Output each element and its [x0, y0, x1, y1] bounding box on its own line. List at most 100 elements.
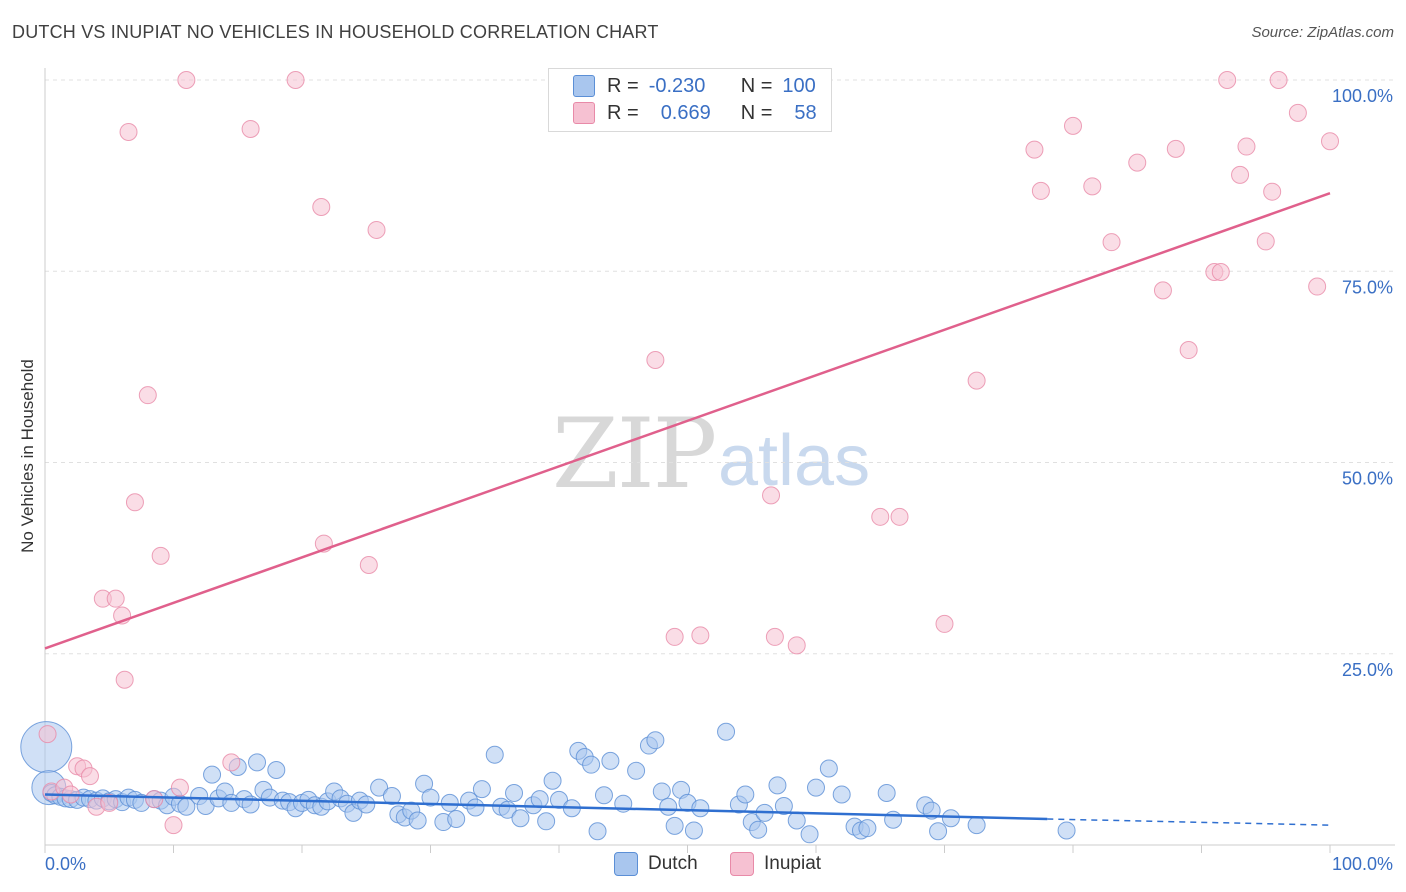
inupiat-point-48: [1211, 263, 1230, 282]
dutch-point-83: [627, 761, 646, 780]
dutch-point-114: [941, 809, 960, 828]
dutch-point-65: [485, 745, 504, 764]
dutch-point-116: [1057, 821, 1076, 840]
watermark-atlas: atlas: [718, 421, 871, 501]
dutch-point-105: [832, 785, 851, 804]
inupiat-point-16: [145, 790, 164, 809]
legend-item-dutch[interactable]: Dutch: [614, 852, 698, 876]
dutch-point-73: [543, 771, 562, 790]
inupiat-point-15: [138, 386, 157, 405]
dutch-point-102: [800, 825, 819, 844]
inupiat-point-13: [119, 123, 138, 142]
inupiat-point-34: [871, 507, 890, 526]
dutch-point-92: [691, 799, 710, 818]
dutch-point-115: [967, 816, 986, 835]
inupiat-point-51: [1237, 137, 1256, 156]
dutch-point-110: [884, 810, 903, 829]
inupiat-r-value: 0.669: [660, 101, 711, 124]
dutch-point-97: [749, 820, 768, 839]
dutch-point-74: [550, 790, 568, 809]
inupiat-point-9: [100, 793, 119, 812]
inupiat-point-44: [1153, 281, 1172, 300]
dutch-point-61: [447, 809, 466, 828]
inupiat-point-50: [1231, 165, 1250, 184]
inupiat-point-24: [312, 197, 331, 216]
inupiat-point-19: [170, 778, 189, 797]
dutch-point-58: [421, 788, 440, 807]
y-tick-label-50: 50.0%: [1342, 469, 1393, 489]
inupiat-point-54: [1269, 71, 1288, 89]
trend-lines: [44, 192, 1331, 826]
inupiat-point-17: [151, 546, 170, 565]
legend-row-dutch: R = -0.230 N = 100: [573, 73, 816, 99]
dutch-point-108: [858, 819, 877, 838]
dutch-point-81: [601, 751, 620, 770]
dutch-point-87: [659, 797, 678, 816]
x-tick-label-max: 100.0%: [1332, 854, 1393, 874]
inupiat-point-23: [286, 71, 305, 89]
dutch-point-51: [370, 778, 389, 797]
dutch-point-99: [768, 776, 787, 795]
dutch-point-88: [665, 816, 684, 835]
inupiat-trend-line: [44, 192, 1331, 650]
correlation-legend: R = -0.230 N = 100 R = 0.669 N = 58: [548, 68, 832, 132]
inupiat-point-20: [177, 71, 196, 89]
series-legend: Dutch Inupiat: [0, 852, 1406, 878]
inupiat-point-29: [665, 627, 684, 646]
dutch-r-label: R =: [607, 74, 639, 97]
legend-item-inupiat[interactable]: Inupiat: [730, 852, 821, 876]
dutch-point-36: [267, 761, 286, 780]
inupiat-n-label: N =: [740, 101, 773, 124]
dutch-point-101: [787, 811, 806, 830]
axes: [44, 68, 1395, 853]
inupiat-point-52: [1256, 232, 1275, 251]
inupiat-point-57: [1321, 132, 1339, 151]
inupiat-swatch: [573, 102, 595, 124]
inupiat-point-53: [1263, 182, 1282, 201]
inupiat-point-14: [125, 493, 144, 512]
inupiat-point-56: [1308, 277, 1327, 296]
dutch-point-86: [652, 782, 671, 801]
dutch-point-79: [588, 822, 607, 841]
dutch-point-93: [717, 722, 736, 741]
legend-row-inupiat: R = 0.669 N = 58: [573, 100, 817, 126]
inupiat-point-49: [1218, 71, 1237, 89]
inupiat-point-26: [359, 556, 378, 575]
inupiat-point-38: [1025, 140, 1044, 159]
inupiat-point-42: [1102, 233, 1121, 252]
inupiat-point-45: [1166, 139, 1185, 158]
inupiat-point-43: [1128, 153, 1147, 172]
y-tick-label-25: 25.0%: [1342, 660, 1393, 680]
inupiat-points: [38, 71, 1339, 835]
chart-title: DUTCH VS INUPIAT NO VEHICLES IN HOUSEHOL…: [12, 22, 659, 42]
y-tick-label-75: 75.0%: [1342, 277, 1393, 297]
dutch-trend-extension: [1047, 818, 1331, 826]
inupiat-point-37: [967, 371, 986, 390]
dutch-point-33: [248, 753, 267, 772]
dutch-point-78: [582, 755, 601, 774]
dutch-point-72: [537, 812, 556, 831]
dutch-point-95: [736, 785, 755, 804]
x-tick-label-min: 0.0%: [45, 854, 86, 874]
dutch-legend-label: Dutch: [648, 853, 698, 874]
dutch-point-50: [357, 795, 376, 814]
dutch-point-104: [819, 759, 838, 778]
inupiat-point-28: [646, 350, 665, 369]
dutch-legend-swatch: [614, 852, 638, 876]
inupiat-legend-label: Inupiat: [764, 853, 822, 874]
inupiat-r-label: R =: [607, 101, 639, 124]
inupiat-point-46: [1179, 341, 1198, 360]
inupiat-point-6: [80, 767, 99, 786]
y-tick-label-100: 100.0%: [1332, 86, 1393, 106]
inupiat-point-30: [691, 626, 710, 645]
inupiat-point-31: [762, 486, 781, 505]
dutch-trend-line: [44, 793, 1048, 821]
inupiat-point-12: [115, 670, 134, 689]
inupiat-point-0: [38, 725, 57, 744]
inupiat-point-10: [106, 589, 125, 608]
dutch-swatch: [573, 75, 595, 97]
dutch-point-85: [646, 731, 665, 750]
dutch-point-69: [511, 809, 530, 828]
dutch-point-100: [774, 796, 793, 815]
